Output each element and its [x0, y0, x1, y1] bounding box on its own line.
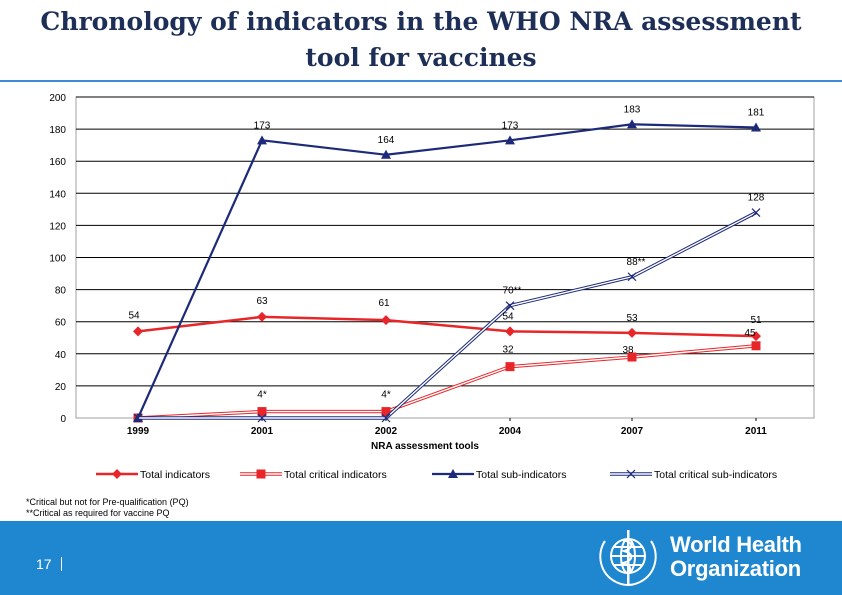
marker-x-stroke — [505, 301, 515, 311]
y-tick-label: 80 — [55, 286, 67, 297]
data-point-total-indicators — [381, 315, 391, 326]
series-line-total-critical-indicators — [137, 344, 757, 420]
organization-name-line-2: Organization — [670, 556, 801, 581]
data-point-total-critical-indicators — [505, 362, 515, 372]
organization-name: World Health Organization — [670, 533, 802, 581]
series-line-inner-total-critical-sub-indicators — [138, 211, 757, 419]
data-label-total-sub-indicators: 173 — [254, 120, 271, 131]
slide-title-line-2: tool for vaccines — [305, 43, 537, 72]
legend-label-total-critical-indicators: Total critical indicators — [284, 469, 387, 481]
data-label-total-indicators: 54 — [128, 310, 140, 321]
data-point-total-critical-sub-indicators — [751, 208, 761, 217]
slide-title: Chronology of indicators in the WHO NRA … — [0, 4, 842, 76]
data-label-total-indicators: 53 — [626, 313, 638, 324]
marker-x-stroke — [626, 469, 636, 479]
y-tick-label: 200 — [49, 93, 66, 104]
data-point-total-sub-indicators — [257, 135, 267, 145]
data-point-total-indicators — [257, 311, 267, 322]
data-label-total-critical-indicators: 38 — [622, 345, 634, 356]
data-point-total-sub-indicators — [381, 149, 391, 159]
data-point-total-indicators — [505, 326, 515, 337]
footnote-2: **Critical as required for vaccine PQ — [26, 508, 170, 518]
data-label-total-indicators: 54 — [502, 311, 514, 322]
y-tick-label: 100 — [49, 254, 66, 265]
organization-name-line-1: World Health — [670, 532, 802, 557]
y-tick-label: 180 — [49, 125, 66, 136]
legend-label-total-sub-indicators: Total sub-indicators — [476, 469, 566, 481]
data-point-total-sub-indicators — [505, 135, 515, 145]
data-label-total-sub-indicators: 183 — [624, 104, 641, 115]
legend-label-total-critical-sub-indicators: Total critical sub-indicators — [654, 469, 777, 481]
x-tick-label: 2002 — [375, 426, 398, 437]
footer-bar — [0, 521, 842, 595]
x-tick-label: 2007 — [621, 426, 644, 437]
data-point-total-critical-indicators — [751, 341, 761, 351]
data-label-total-sub-indicators: 181 — [748, 107, 765, 118]
footnote-1: *Critical but not for Pre-qualification … — [26, 497, 189, 507]
legend-marker-total-critical-sub-indicators — [626, 469, 636, 479]
y-tick-label: 140 — [49, 189, 66, 200]
legend-label-total-indicators: Total indicators — [140, 469, 210, 481]
data-label-total-critical-sub-indicators: 88** — [627, 257, 646, 268]
marker-x-stroke — [751, 208, 761, 217]
series-line-total-sub-indicators — [136, 123, 757, 419]
data-label-total-critical-sub-indicators: 70** — [503, 286, 522, 297]
legend-marker-total-indicators — [112, 469, 122, 479]
x-tick-label: 2001 — [251, 426, 274, 437]
data-point-total-critical-sub-indicators — [627, 272, 637, 282]
data-point-total-indicators — [133, 326, 143, 337]
data-label-total-critical-indicators: 4* — [381, 390, 391, 401]
y-tick-label: 60 — [55, 318, 67, 329]
data-label-total-critical-sub-indicators: 128 — [748, 193, 765, 204]
marker-x-stroke — [257, 413, 267, 423]
data-label-total-indicators: 61 — [378, 298, 390, 309]
data-label-total-indicators: 51 — [750, 315, 762, 326]
data-label-total-sub-indicators: 173 — [502, 120, 519, 131]
who-emblem-icon — [599, 530, 657, 586]
data-label-total-critical-indicators: 45 — [744, 328, 756, 339]
y-tick-label: 20 — [55, 382, 67, 393]
y-tick-label: 120 — [49, 221, 66, 232]
marker-x-stroke — [627, 272, 637, 282]
series-line-total-indicators — [137, 315, 757, 338]
data-point-total-critical-sub-indicators — [505, 301, 515, 311]
line-chart: 0 20 40 60 80 100 120 140 160 180 200 1999 2001 2002 2… — [49, 93, 815, 481]
x-axis-title: NRA assessment tools — [371, 441, 479, 452]
x-tick-label: 2011 — [745, 426, 767, 437]
data-label-total-critical-indicators: 32 — [502, 345, 514, 356]
x-tick-label: 1999 — [127, 426, 150, 437]
data-point-total-critical-indicators — [381, 407, 391, 417]
y-tick-label: 0 — [60, 414, 66, 425]
y-tick-label: 40 — [55, 350, 67, 361]
page-number-separator — [61, 557, 62, 571]
data-label-total-sub-indicators: 164 — [378, 135, 395, 146]
data-point-total-critical-sub-indicators — [133, 413, 143, 423]
data-point-total-critical-sub-indicators — [381, 413, 391, 423]
y-tick-label: 160 — [49, 157, 66, 168]
marker-x-stroke — [381, 413, 391, 423]
x-tick-label: 2004 — [499, 426, 522, 437]
data-label-total-indicators: 63 — [256, 296, 268, 307]
data-point-total-indicators — [627, 327, 637, 338]
data-point-total-critical-indicators — [627, 352, 637, 362]
page-number: 17 — [36, 556, 52, 572]
title-divider — [0, 80, 842, 82]
data-point-total-indicators — [751, 331, 761, 342]
data-point-total-sub-indicators — [751, 122, 761, 132]
legend-marker-total-critical-indicators — [256, 469, 266, 479]
footnotes: *Critical but not for Pre-qualification … — [26, 497, 189, 519]
marker-x-stroke — [133, 413, 143, 423]
slide-title-line-1: Chronology of indicators in the WHO NRA … — [40, 7, 802, 36]
series-line-inner-total-critical-indicators — [137, 345, 757, 419]
series-line-total-critical-sub-indicators — [138, 211, 757, 420]
data-label-total-critical-indicators: 4* — [257, 390, 267, 401]
data-point-total-critical-sub-indicators — [257, 413, 267, 423]
data-point-total-critical-indicators — [257, 407, 267, 417]
legend-marker-total-sub-indicators — [448, 469, 458, 478]
data-point-total-sub-indicators — [627, 119, 637, 129]
